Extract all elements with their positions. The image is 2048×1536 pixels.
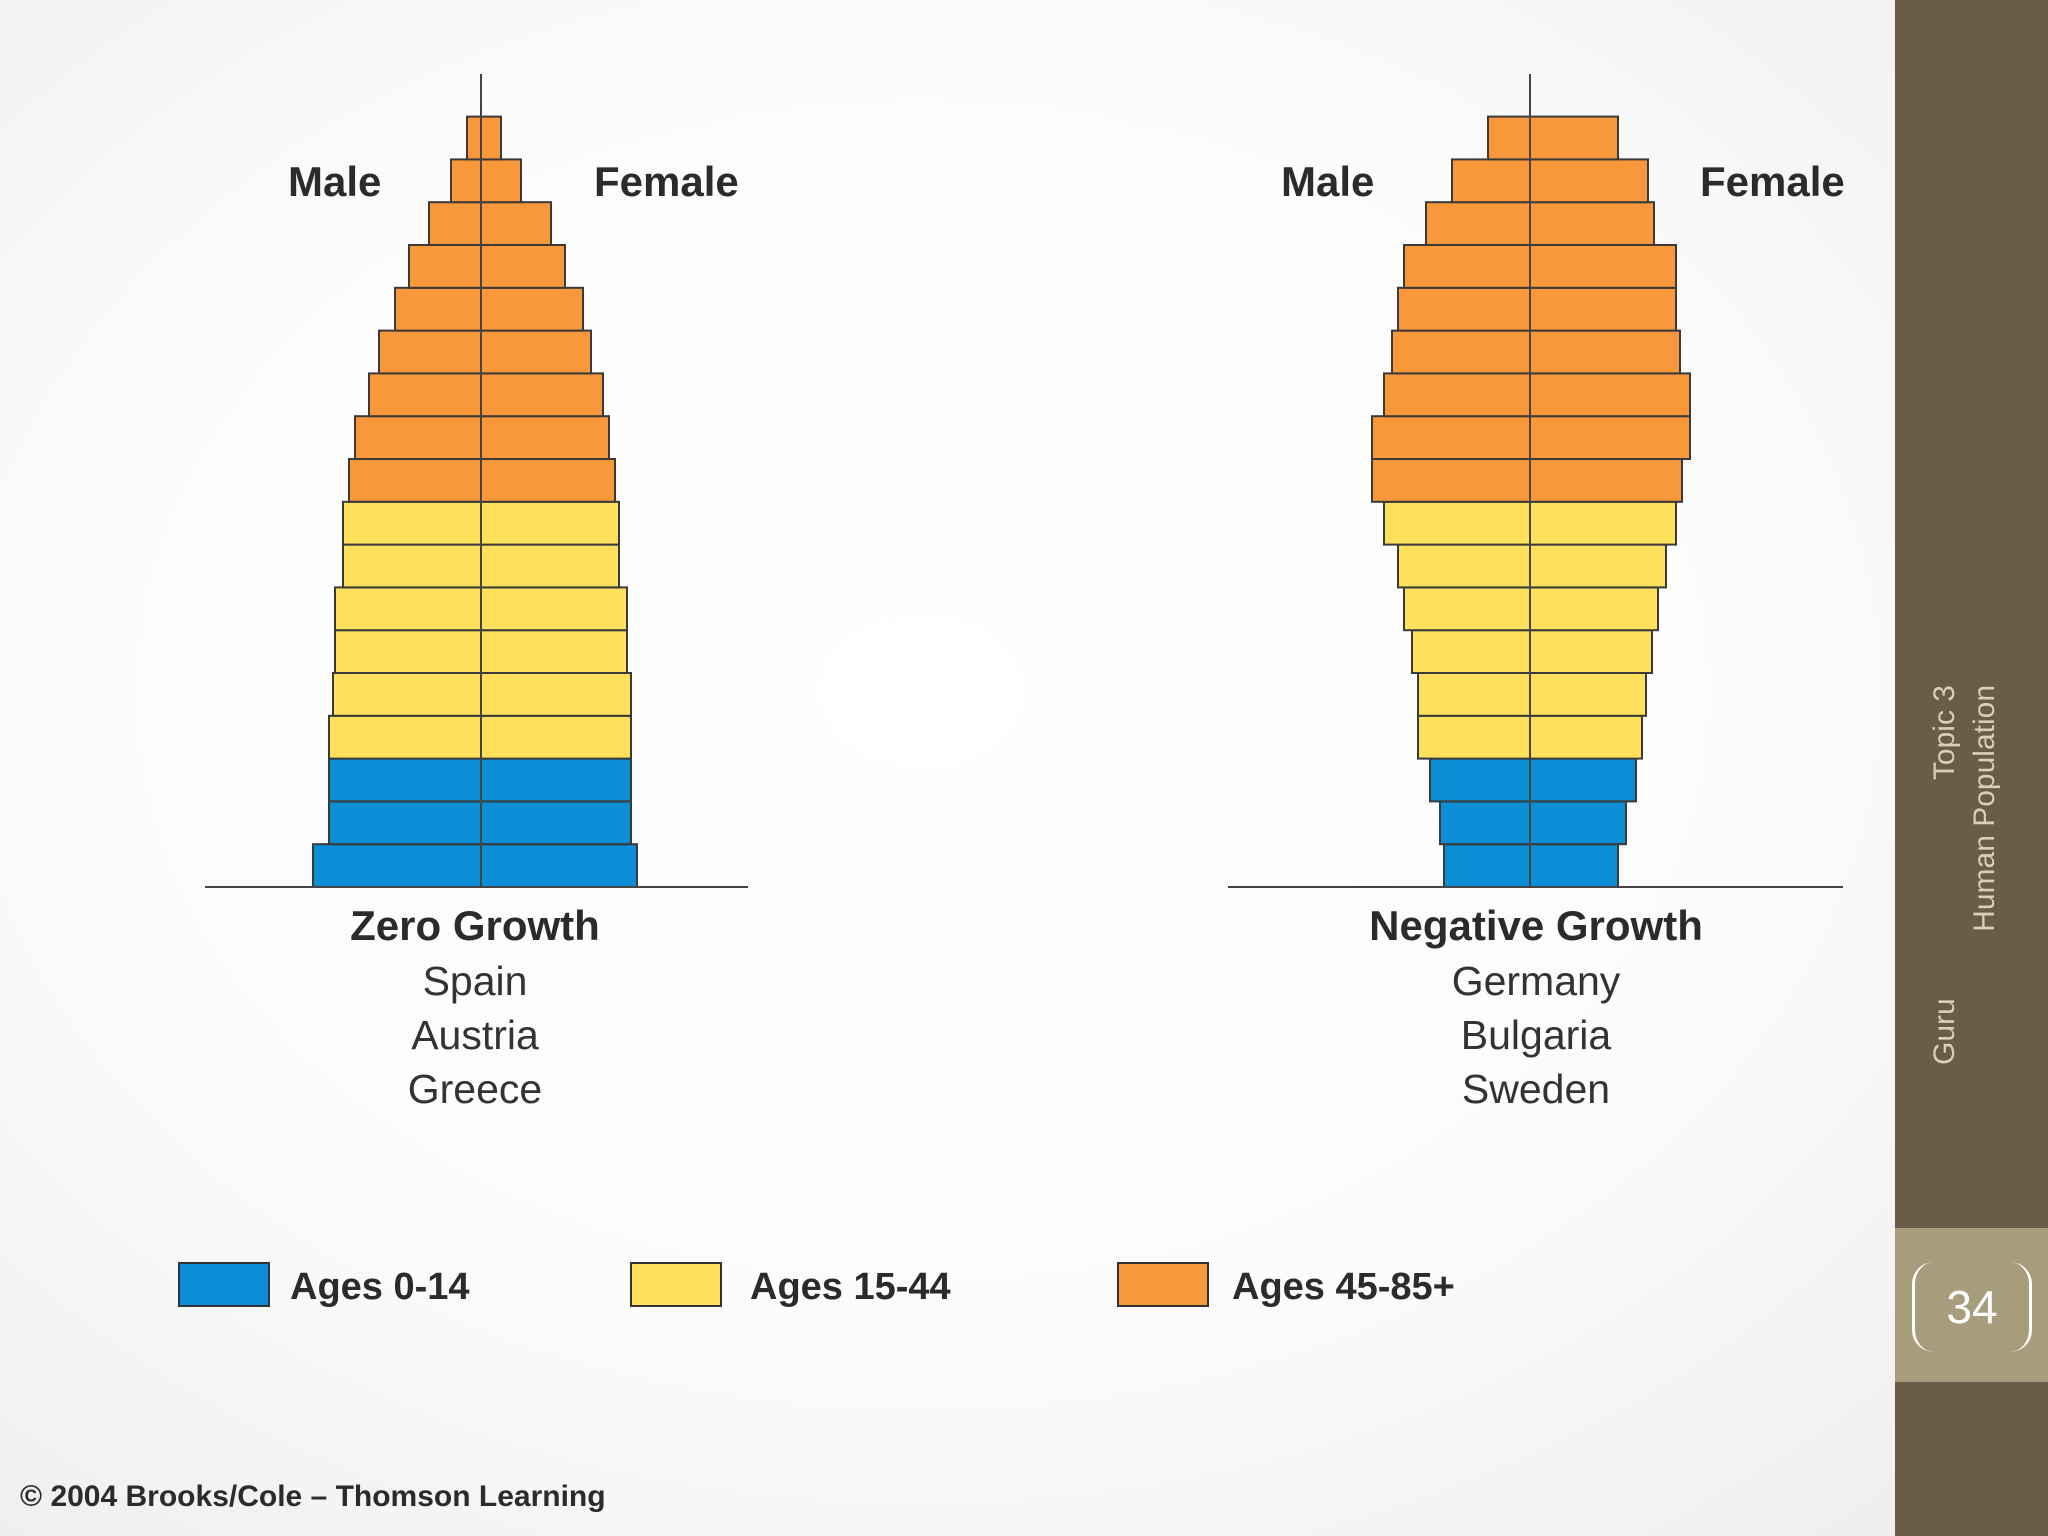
copyright-notice: © 2004 Brooks/Cole – Thomson Learning (20, 1480, 606, 1513)
pyramid2-female-bar-11 (1529, 415, 1691, 461)
pyramid2-female-bar-16 (1529, 201, 1655, 246)
pyramid1-female-bar-18 (480, 115, 502, 161)
pyramid1-female-bar-9 (480, 500, 620, 546)
pyramid1-female-bar-13 (480, 329, 592, 375)
page-number: 34 (1912, 1262, 2032, 1352)
pyramid1-female-bar-12 (480, 372, 604, 418)
pyramid2-female-bar-12 (1529, 372, 1691, 418)
pyramid2-country-1: Germany (1451, 958, 1621, 1004)
pyramid2-male-bar-3 (1429, 757, 1531, 803)
pyramid1-female-bar-14 (480, 286, 584, 332)
pyramid2-male-bar-11 (1371, 415, 1531, 461)
pyramid2-country-3: Sweden (1461, 1066, 1611, 1112)
pyramid2-female-bar-14 (1529, 286, 1677, 332)
pyramid2-female-bar-15 (1529, 244, 1677, 289)
pyramid1-female-bar-5 (480, 672, 632, 717)
pyramid2-female-bar-18 (1529, 115, 1619, 161)
pyramid2-male-bar-16 (1425, 201, 1531, 246)
pyramid1-male-bar-9 (342, 500, 482, 546)
slide: Male Female Male Female Zero Growth Spai… (20, 74, 1845, 1513)
pyramid1-female-bar-7 (480, 586, 628, 632)
pyramid2-female-bar-17 (1529, 158, 1649, 204)
pyramid1-male-bar-3 (328, 757, 482, 803)
pyramid1-female-bar-3 (480, 757, 632, 803)
pyramid1-male-bar-18 (466, 115, 482, 161)
sidebar-subject: Human Population (1968, 685, 2001, 932)
pyramid2-male-bar-10 (1371, 458, 1531, 503)
legend-label-ages-15-44: Ages 15-44 (750, 1266, 951, 1308)
pyramid2-male-bar-4 (1417, 714, 1531, 760)
pyramid1-female-bar-11 (480, 415, 610, 461)
pyramid2-female-bar-8 (1529, 543, 1667, 589)
pyramid2-female-bar-13 (1529, 329, 1681, 375)
pyramid1-female-bar-15 (480, 244, 566, 289)
pyramid1-male-bar-15 (408, 244, 482, 289)
pyramid1-country-3: Greece (407, 1066, 543, 1112)
pyramid2-title: Negative Growth (1369, 902, 1703, 949)
pyramid2-female-bar-9 (1529, 500, 1677, 546)
pyramid1-male-bar-4 (328, 714, 482, 760)
legend-swatch-ages-0-14 (178, 1262, 270, 1307)
pyramid1-male-bar-7 (334, 586, 482, 632)
pyramid2-male-bar-12 (1383, 372, 1531, 418)
pyramid2-male-bar-13 (1391, 329, 1531, 375)
pyramid1-female-bar-16 (480, 201, 552, 246)
pyramid1-male-label: Male (288, 158, 382, 205)
legend-label-ages-0-14: Ages 0-14 (290, 1266, 470, 1308)
pyramid1-female-bar-6 (480, 629, 628, 675)
pyramid1-female-bar-8 (480, 543, 620, 589)
pyramid1-male-bar-8 (342, 543, 482, 589)
sidebar-author: Guru (1928, 998, 1961, 1065)
pyramid1-male-bar-6 (334, 629, 482, 675)
pyramid1-country-1: Spain (422, 958, 528, 1004)
pyramid2-country-2: Bulgaria (1460, 1012, 1612, 1058)
pyramid1-female-bar-2 (480, 800, 632, 846)
pyramid1-female-label: Female (594, 158, 739, 205)
population-pyramids-chart (205, 74, 1843, 889)
pyramid2-male-bar-1 (1443, 843, 1531, 889)
legend-swatch-ages-15-44 (630, 1262, 722, 1307)
pyramid2-female-bar-6 (1529, 629, 1653, 675)
pyramid2-male-bar-14 (1397, 286, 1531, 332)
legend-label-ages-45-85: Ages 45-85+ (1232, 1266, 1455, 1308)
pyramid2-male-label: Male (1281, 158, 1375, 205)
sidebar-topic-text: Guru Topic 3 Human Population (1925, 685, 2005, 1065)
pyramid1-male-bar-14 (394, 286, 482, 332)
pyramid2-female-bar-5 (1529, 672, 1647, 717)
pyramid1-country-2: Austria (411, 1012, 539, 1058)
pyramid2-female-bar-4 (1529, 714, 1643, 760)
pyramid1-male-bar-10 (348, 458, 482, 503)
pyramid1-female-bar-4 (480, 714, 632, 760)
pyramid2-female-bar-10 (1529, 458, 1683, 503)
pyramid2-male-bar-9 (1383, 500, 1531, 546)
pyramid1-male-bar-11 (354, 415, 482, 461)
pyramid1-male-bar-13 (378, 329, 482, 375)
pyramid1-male-bar-12 (368, 372, 482, 418)
page-number-box (1895, 1228, 2048, 1382)
pyramid2-male-bar-5 (1417, 672, 1531, 717)
pyramid2-female-bar-7 (1529, 586, 1659, 632)
pyramid2-male-bar-8 (1397, 543, 1531, 589)
pyramid2-male-bar-6 (1411, 629, 1531, 675)
pyramid2-female-bar-3 (1529, 757, 1637, 803)
pyramid2-male-bar-7 (1403, 586, 1531, 632)
pyramid2-female-label: Female (1700, 158, 1845, 205)
pyramid2-male-bar-18 (1487, 115, 1531, 161)
pyramid2-male-bar-2 (1439, 800, 1531, 846)
sidebar-topic: Topic 3 (1928, 685, 1961, 781)
pyramid1-female-bar-10 (480, 458, 616, 503)
pyramid2-male-bar-15 (1403, 244, 1531, 289)
pyramid1-female-bar-1 (480, 843, 638, 889)
pyramid2-female-bar-1 (1529, 843, 1619, 889)
pyramid1-male-bar-16 (428, 201, 482, 246)
pyramid1-male-bar-1 (312, 843, 482, 889)
pyramid1-male-bar-17 (450, 158, 482, 204)
pyramid1-male-bar-2 (328, 800, 482, 846)
pyramid1-male-bar-5 (332, 672, 482, 717)
pyramid2-male-bar-17 (1451, 158, 1531, 204)
pyramid1-female-bar-17 (480, 158, 522, 204)
pyramid1-title: Zero Growth (350, 902, 600, 949)
pyramid2-female-bar-2 (1529, 800, 1627, 846)
legend-swatch-ages-45-85 (1117, 1262, 1209, 1307)
